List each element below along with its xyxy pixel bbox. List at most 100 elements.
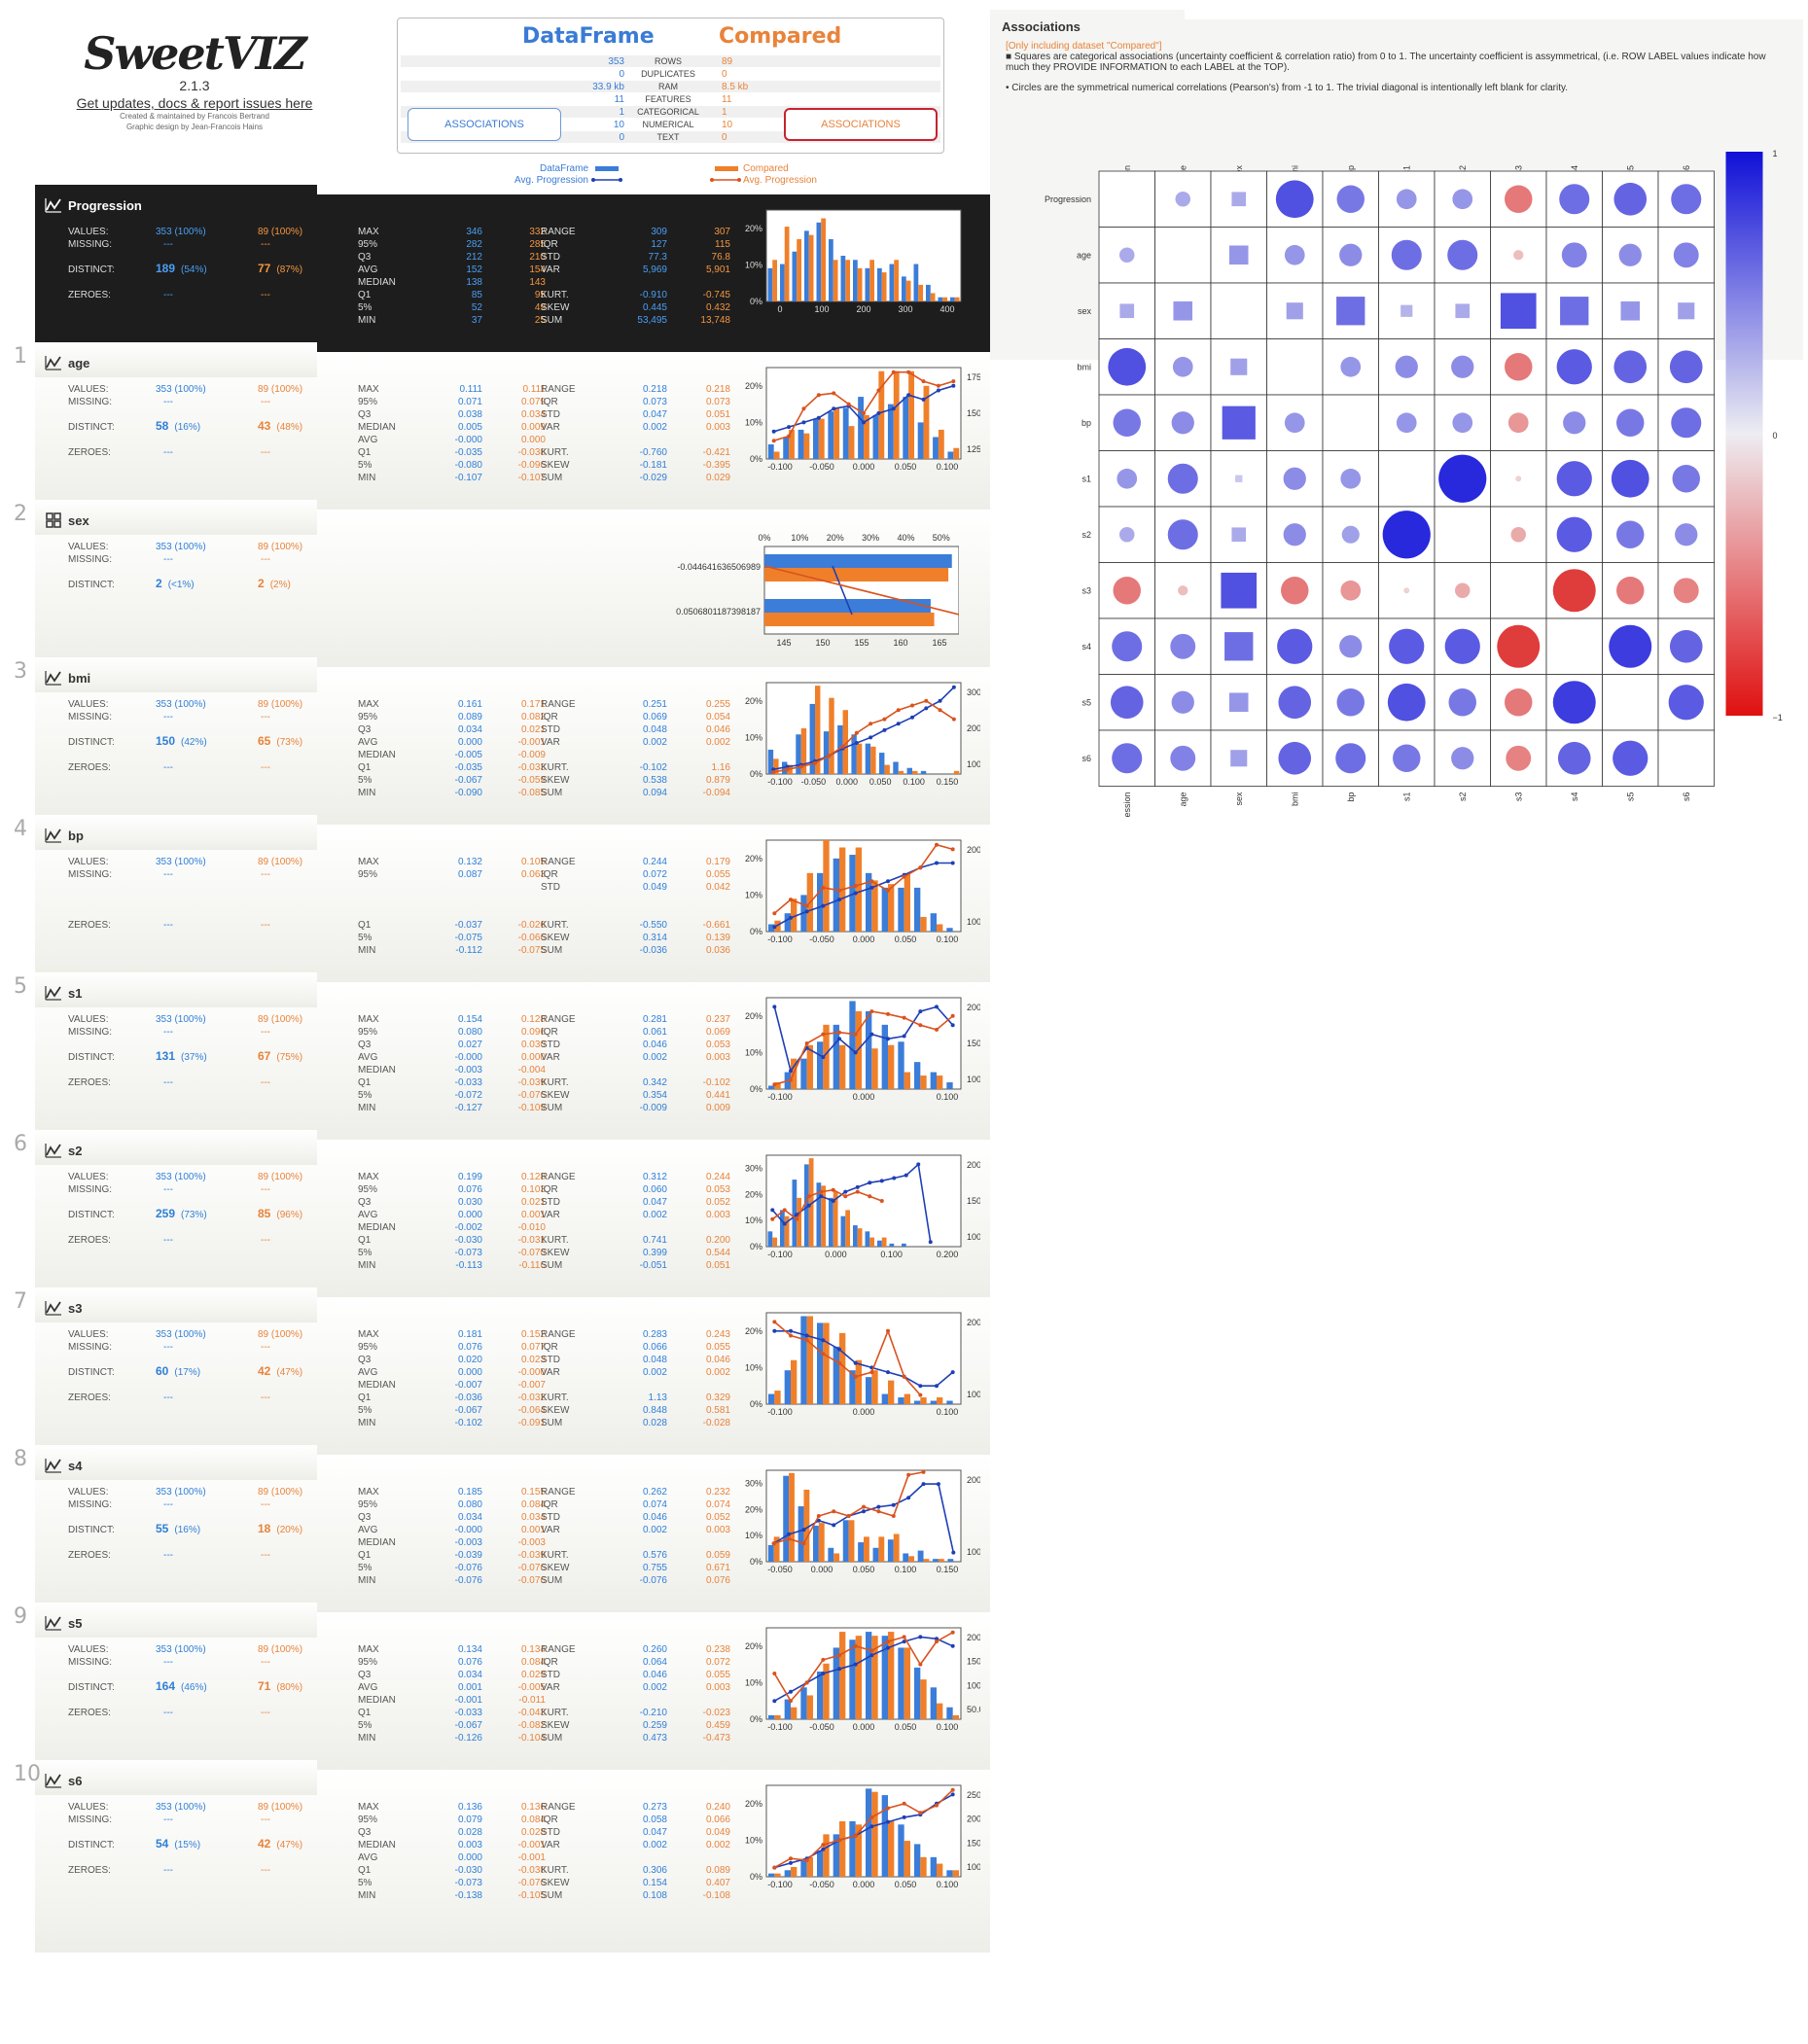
df-bar <box>842 407 849 459</box>
df-values: 353 (100%) <box>156 1172 206 1182</box>
quantile-label: 5% <box>358 775 372 786</box>
avg-cmp-line-point <box>771 439 776 443</box>
avg-df-line-point <box>821 903 826 908</box>
matrix-cell <box>1490 562 1547 619</box>
df-distinct-count: 2 <box>156 577 162 590</box>
df-associations-button[interactable]: ASSOCIATIONS <box>408 108 561 141</box>
feature-title[interactable]: s6 <box>45 1772 82 1789</box>
avg-df-line-point <box>891 406 896 411</box>
missing-label: MISSING: <box>68 239 113 250</box>
x-tick-label: -0.100 <box>767 462 793 472</box>
corr-circle <box>1613 182 1648 216</box>
df-stat-value: 0.047 <box>642 1827 667 1838</box>
feature-title[interactable]: bp <box>45 827 84 844</box>
feature-title[interactable]: bmi <box>45 669 90 687</box>
cmp-stat-value: 0.139 <box>705 933 730 943</box>
cmp-bar <box>878 370 885 459</box>
summary-df-value: 353 <box>608 55 624 67</box>
feature-title[interactable]: Progression <box>45 196 142 214</box>
corr-circle <box>1451 355 1474 378</box>
df-bar <box>898 1824 904 1877</box>
distinct-label: DISTINCT: <box>68 1682 115 1693</box>
df-quantile-value: -0.000 <box>454 435 482 445</box>
df-quantile-value: -0.035 <box>454 447 482 458</box>
cmp-stat-value: 0.052 <box>705 1512 730 1523</box>
df-distinct-pct: (<1%) <box>167 580 195 590</box>
df-quantile-value: -0.035 <box>454 762 482 773</box>
cmp-values: 89 (100%) <box>258 1172 303 1182</box>
cmp-stat-value: 0.238 <box>705 1644 730 1655</box>
df-bar <box>946 1707 953 1719</box>
cmp-zeroes: --- <box>261 920 270 931</box>
distinct-label: DISTINCT: <box>68 1840 115 1850</box>
cmp-bar <box>893 1533 900 1562</box>
avg-cmp-line-point <box>853 884 858 888</box>
x-tick-label: 0.000 <box>853 1722 875 1732</box>
avg-cmp-line-point <box>918 1662 923 1667</box>
compared-associations-button[interactable]: ASSOCIATIONS <box>784 108 938 141</box>
cmp-zeroes: --- <box>261 1708 270 1718</box>
corr-circle <box>1668 685 1704 721</box>
df-bar <box>946 1870 953 1877</box>
cmp-stat-value: 0.255 <box>705 699 730 710</box>
avg-df-line-point <box>853 1050 858 1055</box>
corr-circle <box>1556 461 1592 497</box>
quantile-label: MIN <box>358 1575 376 1586</box>
cmp-bar <box>806 1856 813 1877</box>
missing-label: MISSING: <box>68 712 113 722</box>
missing-label: MISSING: <box>68 397 113 407</box>
stat-label: KURT. <box>541 447 569 458</box>
feature-title[interactable]: s5 <box>45 1614 82 1632</box>
stat-label: VAR <box>541 737 560 748</box>
x-tick-label: -0.100 <box>767 1092 793 1102</box>
feature-title[interactable]: s3 <box>45 1299 82 1317</box>
x-tick-label: 0.150 <box>937 1565 959 1574</box>
cmp-stat-value: 0.073 <box>705 397 730 407</box>
corr-circle <box>1616 408 1645 437</box>
y2-tick-label: 100 <box>967 1075 980 1084</box>
quantile-label: 95% <box>358 1342 378 1353</box>
feature-title[interactable]: sex <box>45 511 89 529</box>
avg-df-line-point <box>819 1194 824 1199</box>
quantile-label: MEDIAN <box>358 1537 396 1548</box>
matrix-row-label: Progression <box>1045 194 1091 204</box>
df-stat-value: 0.741 <box>642 1235 667 1246</box>
stat-label: VAR <box>541 264 560 275</box>
df-bar <box>903 1553 909 1562</box>
quantile-label: 5% <box>358 1878 372 1888</box>
updates-link[interactable]: Get updates, docs & report issues here <box>76 95 313 111</box>
legend-df-label: DataFrame <box>539 163 588 174</box>
avg-df-line-point <box>806 1203 811 1208</box>
df-bar <box>866 1010 872 1089</box>
summary-row-label: ROWS <box>655 56 682 66</box>
cmp-hbar <box>764 613 935 626</box>
cmp-bar <box>937 1703 943 1719</box>
df-bar <box>809 703 815 774</box>
df-bar <box>828 411 834 459</box>
stat-label: STD <box>541 1827 560 1838</box>
feature-title[interactable]: age <box>45 354 89 371</box>
df-stat-value: 0.061 <box>642 1027 667 1038</box>
feature-title[interactable]: s2 <box>45 1142 82 1159</box>
df-hbar <box>764 599 931 613</box>
cmp-quantile-value: -0.105 <box>517 1890 546 1901</box>
avg-cmp-line-point <box>816 1514 821 1518</box>
df-bar <box>889 264 895 301</box>
matrix-row-label: s1 <box>1081 474 1091 483</box>
avg-cmp-line-point <box>921 379 926 384</box>
cmp-distinct: 43 (48%) <box>258 420 302 434</box>
corr-circle <box>1452 412 1473 434</box>
avg-cmp-line-point <box>837 1838 841 1843</box>
feature-title[interactable]: s4 <box>45 1457 82 1474</box>
quantile-label: 95% <box>358 397 378 407</box>
df-bar <box>768 1873 775 1877</box>
values-label: VALUES: <box>68 1802 109 1813</box>
avg-df-line-point <box>795 1213 799 1217</box>
cmp-bar <box>953 447 960 459</box>
y-tick-label: 0% <box>750 1557 762 1567</box>
df-bar <box>879 753 885 774</box>
avg-cmp-line-point <box>935 1803 939 1808</box>
feature-title[interactable]: s1 <box>45 984 82 1002</box>
avg-df-line-point <box>876 1504 881 1509</box>
x-tick-label: 0.100 <box>937 1407 959 1417</box>
